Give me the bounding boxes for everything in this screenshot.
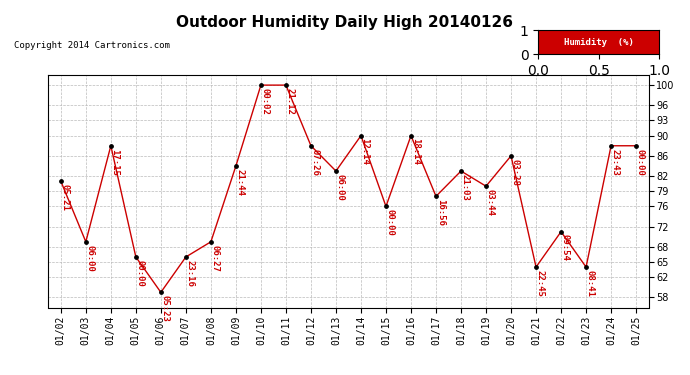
Point: [180, 254, 191, 260]
Point: [531, 264, 542, 270]
Text: 17:15: 17:15: [110, 148, 119, 176]
Text: Outdoor Humidity Daily High 20140126: Outdoor Humidity Daily High 20140126: [177, 15, 513, 30]
Text: 23:43: 23:43: [611, 148, 620, 176]
Point: [455, 168, 466, 174]
Text: 00:02: 00:02: [261, 88, 270, 115]
Text: 06:00: 06:00: [335, 174, 344, 201]
Text: 21:12: 21:12: [286, 88, 295, 115]
Point: [606, 143, 617, 149]
Text: 23:16: 23:16: [186, 260, 195, 286]
Point: [406, 133, 417, 139]
Point: [106, 143, 117, 149]
Point: [631, 143, 642, 149]
Text: 16:56: 16:56: [435, 199, 444, 226]
Point: [80, 239, 91, 245]
Point: [206, 239, 217, 245]
Text: 08:41: 08:41: [586, 270, 595, 297]
Text: 06:00: 06:00: [86, 244, 95, 272]
Text: 06:27: 06:27: [210, 244, 219, 272]
Point: [555, 229, 566, 235]
Point: [355, 133, 366, 139]
Point: [506, 153, 517, 159]
Point: [280, 82, 291, 88]
Text: 07:26: 07:26: [310, 148, 319, 176]
Text: 22:45: 22:45: [535, 270, 544, 297]
Point: [380, 203, 391, 209]
Point: [580, 264, 591, 270]
Point: [155, 290, 166, 296]
Text: Humidity  (%): Humidity (%): [564, 38, 633, 47]
Point: [480, 183, 491, 189]
Text: 21:03: 21:03: [461, 174, 470, 201]
Text: Copyright 2014 Cartronics.com: Copyright 2014 Cartronics.com: [14, 41, 170, 50]
Text: 03:44: 03:44: [486, 189, 495, 216]
Text: 21:44: 21:44: [235, 169, 244, 196]
Point: [55, 178, 66, 184]
Point: [130, 254, 141, 260]
Point: [331, 168, 342, 174]
Point: [230, 163, 241, 169]
Text: 12:14: 12:14: [361, 138, 370, 165]
Text: 00:00: 00:00: [635, 148, 644, 176]
Text: 00:00: 00:00: [135, 260, 144, 286]
Text: 18:14: 18:14: [411, 138, 420, 165]
Text: 09:54: 09:54: [561, 234, 570, 261]
Text: 05:23: 05:23: [161, 295, 170, 322]
Text: 03:28: 03:28: [511, 159, 520, 186]
Text: 00:00: 00:00: [386, 209, 395, 236]
Point: [255, 82, 266, 88]
Point: [306, 143, 317, 149]
Point: [431, 193, 442, 199]
Text: 05:21: 05:21: [61, 184, 70, 211]
